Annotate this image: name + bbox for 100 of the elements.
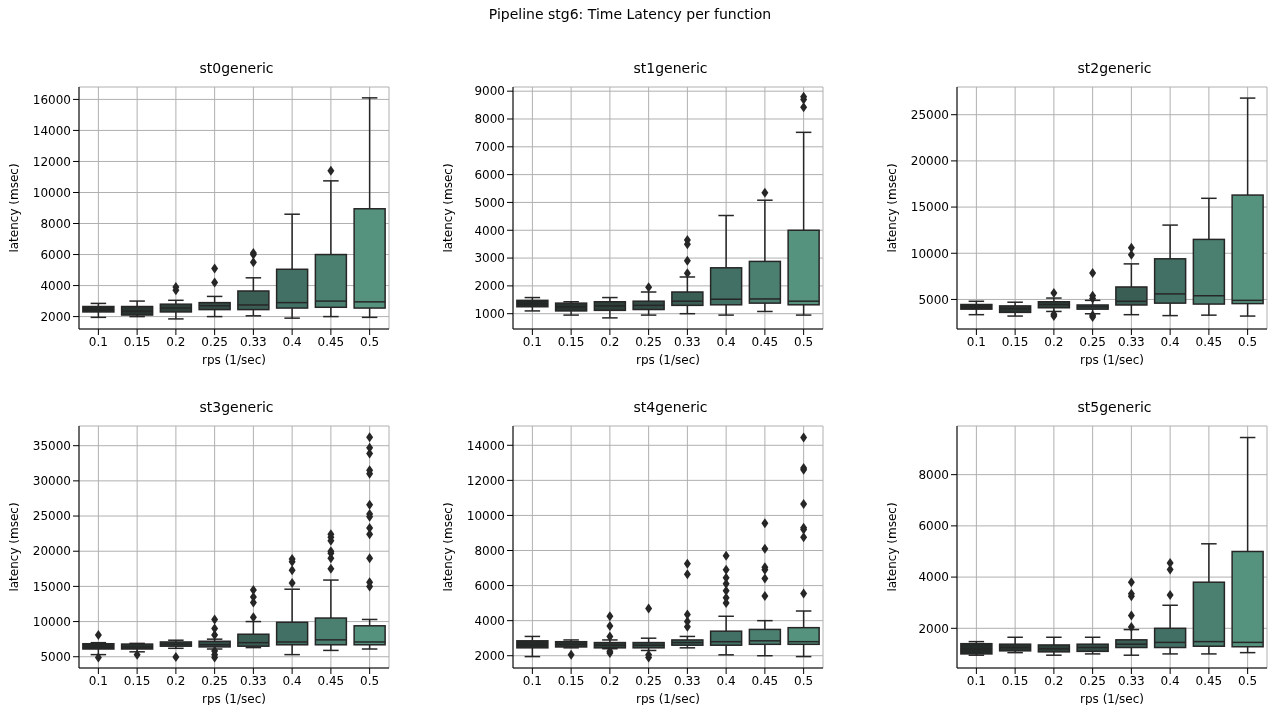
- y-tick-label: 10000: [910, 246, 949, 261]
- y-tick-label: 10000: [32, 185, 71, 200]
- x-tick-label: 0.25: [201, 673, 228, 688]
- y-tick-label: 9000: [474, 84, 505, 99]
- x-tick-label: 0.2: [1044, 334, 1064, 349]
- y-tick-label: 3000: [474, 251, 505, 266]
- x-tick-label: 0.25: [635, 673, 662, 688]
- y-tick-label: 4000: [40, 278, 71, 293]
- x-tick-label: 0.33: [674, 334, 701, 349]
- y-tick-label: 1000: [474, 306, 505, 321]
- x-tick-label: 0.5: [360, 673, 380, 688]
- y-tick-label: 4000: [474, 613, 505, 628]
- x-tick-label: 0.1: [522, 334, 542, 349]
- x-tick-label: 0.15: [557, 334, 585, 349]
- x-axis-title: rps (1/sec): [202, 692, 266, 706]
- x-tick-label: 0.2: [1044, 673, 1064, 688]
- x-tick-label: 0.45: [1195, 334, 1223, 349]
- x-tick-label: 0.15: [1001, 673, 1029, 688]
- x-tick-label: 0.45: [751, 673, 779, 688]
- x-tick-label: 0.33: [674, 673, 701, 688]
- y-tick-label: 8000: [40, 216, 71, 231]
- y-tick-label: 10000: [466, 508, 505, 523]
- x-tick-label: 0.5: [1238, 673, 1258, 688]
- chart-title: st3generic: [198, 399, 275, 415]
- x-tick-label: 0.25: [1079, 334, 1106, 349]
- x-tick-label: 0.33: [1118, 334, 1145, 349]
- x-tick-label: 0.1: [88, 334, 108, 349]
- x-tick-label: 0.4: [1160, 334, 1180, 349]
- x-tick-label: 0.45: [1195, 673, 1223, 688]
- x-tick-label: 0.1: [966, 673, 986, 688]
- x-tick-label: 0.4: [282, 334, 302, 349]
- x-tick-label: 0.1: [88, 673, 108, 688]
- x-tick-label: 0.5: [1238, 334, 1258, 349]
- x-tick-label: 0.5: [360, 334, 380, 349]
- x-tick-label: 0.4: [282, 673, 302, 688]
- chart-title: st2generic: [1076, 60, 1153, 76]
- y-tick-label: 25000: [32, 509, 71, 524]
- y-tick-label: 35000: [32, 438, 71, 453]
- x-tick-label: 0.25: [1079, 673, 1106, 688]
- y-tick-label: 8000: [918, 467, 949, 482]
- y-tick-label: 6000: [918, 519, 949, 534]
- x-tick-label: 0.15: [123, 334, 151, 349]
- x-tick-label: 0.5: [794, 673, 814, 688]
- y-tick-label: 5000: [918, 292, 949, 307]
- x-tick-label: 0.15: [557, 673, 585, 688]
- x-tick-label: 0.25: [635, 334, 662, 349]
- y-axis-title: latency (msec): [441, 502, 456, 592]
- y-tick-label: 6000: [474, 578, 505, 593]
- y-tick-label: 20000: [910, 154, 949, 169]
- x-tick-label: 0.45: [751, 334, 779, 349]
- y-tick-label: 15000: [910, 200, 949, 215]
- y-axis-title: latency (msec): [885, 163, 900, 253]
- x-tick-label: 0.15: [123, 673, 151, 688]
- y-tick-label: 8000: [474, 112, 505, 127]
- x-tick-label: 0.4: [1160, 673, 1180, 688]
- y-tick-label: 12000: [466, 473, 505, 488]
- x-tick-label: 0.45: [317, 334, 345, 349]
- x-axis-title: rps (1/sec): [636, 353, 700, 367]
- chart-title: st0generic: [198, 60, 275, 76]
- x-tick-label: 0.15: [1001, 334, 1029, 349]
- x-tick-label: 0.4: [716, 334, 736, 349]
- y-tick-label: 25000: [910, 107, 949, 122]
- x-tick-label: 0.33: [1118, 673, 1145, 688]
- x-axis-title: rps (1/sec): [1080, 353, 1144, 367]
- x-tick-label: 0.4: [716, 673, 736, 688]
- x-tick-label: 0.45: [317, 673, 345, 688]
- y-tick-label: 12000: [32, 154, 71, 169]
- x-tick-label: 0.2: [600, 334, 620, 349]
- x-tick-label: 0.5: [794, 334, 814, 349]
- y-tick-label: 7000: [474, 140, 505, 155]
- y-tick-label: 16000: [32, 92, 71, 107]
- y-tick-label: 4000: [918, 570, 949, 585]
- y-axis-title: latency (msec): [441, 163, 456, 253]
- y-tick-label: 2000: [474, 648, 505, 663]
- y-tick-label: 30000: [32, 474, 71, 489]
- x-axis-title: rps (1/sec): [1080, 692, 1144, 706]
- y-tick-label: 14000: [32, 123, 71, 138]
- y-tick-label: 5000: [40, 650, 71, 664]
- y-tick-label: 5000: [474, 195, 505, 210]
- x-tick-label: 0.25: [201, 334, 228, 349]
- x-tick-label: 0.33: [240, 334, 267, 349]
- chart-title: st4generic: [632, 399, 709, 415]
- y-tick-label: 14000: [466, 438, 505, 453]
- chart-title: st5generic: [1076, 399, 1153, 415]
- y-tick-label: 6000: [474, 167, 505, 182]
- y-tick-label: 10000: [32, 614, 71, 629]
- x-tick-label: 0.2: [600, 673, 620, 688]
- y-axis-title: latency (msec): [7, 502, 22, 592]
- y-tick-label: 15000: [32, 579, 71, 594]
- text: Pipeline stg6: Time Latency per function: [487, 6, 773, 22]
- y-axis-title: latency (msec): [7, 163, 22, 253]
- x-tick-label: 0.1: [522, 673, 542, 688]
- y-tick-label: 20000: [32, 544, 71, 559]
- chart-title: st1generic: [632, 60, 709, 76]
- y-tick-label: 4000: [474, 223, 505, 238]
- x-tick-label: 0.2: [166, 673, 186, 688]
- y-tick-label: 2000: [918, 621, 949, 636]
- x-axis-title: rps (1/sec): [636, 692, 700, 706]
- x-tick-label: 0.1: [966, 334, 986, 349]
- x-tick-label: 0.2: [166, 334, 186, 349]
